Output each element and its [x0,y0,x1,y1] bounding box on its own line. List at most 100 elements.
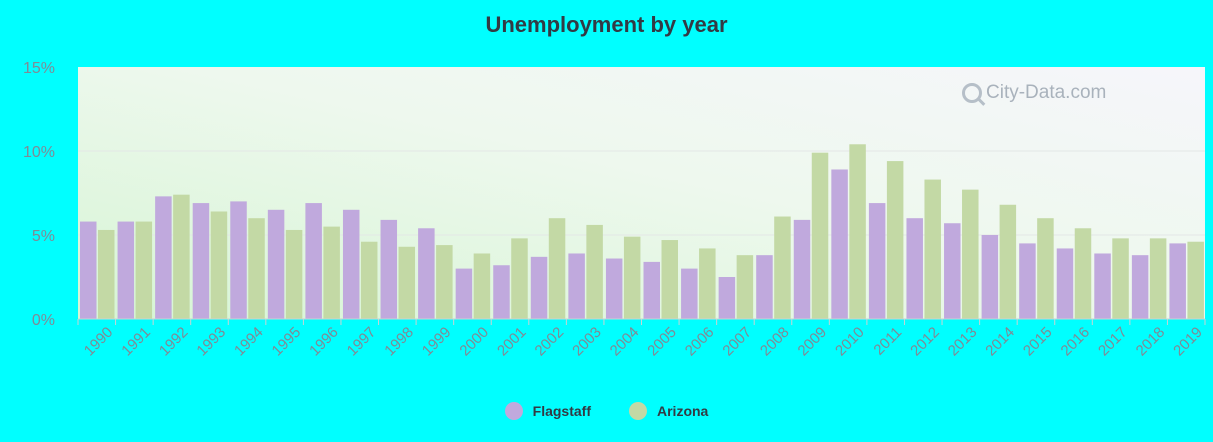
bar-arizona-1997[interactable] [360,241,378,319]
bar-arizona-2010[interactable] [849,144,866,319]
bar-arizona-1995[interactable] [285,229,303,319]
bar-flagstaff-1991[interactable] [117,221,135,319]
bar-arizona-2008[interactable] [774,216,791,319]
bar-arizona-1992[interactable] [173,194,190,319]
bar-flagstaff-1995[interactable] [267,209,285,319]
bar-flagstaff-2019[interactable] [1169,243,1186,319]
bar-arizona-2005[interactable] [661,240,679,319]
bar-arizona-1991[interactable] [135,221,153,319]
legend-label-arizona: Arizona [657,403,709,419]
bar-arizona-2017[interactable] [1112,238,1129,319]
legend-item-arizona[interactable]: Arizona [629,402,708,420]
bar-flagstaff-1997[interactable] [342,209,360,319]
bars [80,144,1204,319]
bar-flagstaff-2006[interactable] [681,268,698,319]
x-tick-label: 2000 [456,324,492,360]
x-tick-label: 1990 [81,324,117,360]
bar-flagstaff-2005[interactable] [643,261,661,319]
bar-arizona-2003[interactable] [586,224,603,319]
watermark: City-Data.com [962,82,1106,104]
bar-arizona-1998[interactable] [398,246,416,319]
bar-flagstaff-1990[interactable] [80,221,97,319]
x-tick-label: 1992 [156,324,192,360]
bar-flagstaff-2013[interactable] [944,223,961,319]
bar-arizona-1993[interactable] [210,211,228,319]
chart-title: Unemployment by year [485,12,728,37]
bar-arizona-2015[interactable] [1037,218,1054,319]
bar-flagstaff-2018[interactable] [1131,255,1149,319]
bar-flagstaff-2003[interactable] [568,253,585,319]
bar-flagstaff-1996[interactable] [305,203,322,319]
bar-flagstaff-2012[interactable] [906,218,923,319]
bar-arizona-2016[interactable] [1074,228,1092,319]
x-tick-label: 1994 [231,324,267,360]
bar-flagstaff-2009[interactable] [793,219,811,319]
bar-flagstaff-1992[interactable] [155,196,172,319]
x-tick-label: 2018 [1133,324,1169,360]
y-tick-label: 0% [32,312,55,329]
bar-flagstaff-2011[interactable] [868,203,886,319]
bar-flagstaff-2007[interactable] [718,277,736,319]
x-tick-label: 2001 [494,324,530,360]
bar-arizona-2000[interactable] [473,253,491,319]
bar-arizona-2001[interactable] [511,238,528,319]
bar-flagstaff-2008[interactable] [756,255,773,319]
bar-arizona-2006[interactable] [699,248,716,319]
bar-arizona-1994[interactable] [248,218,265,319]
x-tick-label: 2011 [870,324,905,359]
bar-arizona-2019[interactable] [1187,241,1204,319]
x-tick-label: 1995 [269,324,305,360]
bar-arizona-2009[interactable] [811,152,829,319]
legend-item-flagstaff[interactable]: Flagstaff [504,402,591,420]
x-tick-label: 2019 [1170,324,1206,360]
x-tick-label: 1991 [118,324,154,360]
x-tick-label: 1998 [381,324,417,360]
legend: Flagstaff Arizona [0,402,1213,420]
bar-flagstaff-2010[interactable] [831,169,848,319]
bar-flagstaff-1998[interactable] [380,219,398,319]
bar-flagstaff-2016[interactable] [1056,248,1074,319]
bar-arizona-2004[interactable] [623,236,641,319]
watermark-text: City-Data.com [986,82,1107,103]
bar-flagstaff-2000[interactable] [455,268,473,319]
bar-flagstaff-2015[interactable] [1019,243,1036,319]
bar-arizona-2012[interactable] [924,179,941,319]
y-tick-label: 10% [23,144,55,161]
legend-swatch-flagstaff [504,402,523,420]
bar-flagstaff-1999[interactable] [418,228,435,319]
bar-flagstaff-2004[interactable] [605,258,623,319]
bar-arizona-2002[interactable] [548,218,566,319]
x-tick-label: 2007 [719,324,755,360]
y-tick-label: 15% [23,60,55,77]
bar-arizona-1990[interactable] [98,229,115,319]
x-tick-label: 2010 [832,324,868,360]
bar-flagstaff-2017[interactable] [1094,253,1111,319]
x-tick-label: 1999 [419,324,455,360]
bar-arizona-2007[interactable] [736,255,754,319]
x-tick-label: 2015 [1020,324,1056,360]
bar-arizona-1996[interactable] [323,226,340,319]
bar-arizona-2018[interactable] [1149,238,1167,319]
bar-flagstaff-1993[interactable] [192,203,210,319]
x-tick-label: 1996 [306,324,342,360]
x-tick-label: 2008 [757,324,793,360]
bar-arizona-2014[interactable] [999,204,1017,319]
x-tick-label: 2016 [1058,324,1094,360]
magnifier-icon [962,83,982,103]
x-tick-label: 2017 [1095,324,1131,360]
plot-area [78,67,1205,319]
bar-flagstaff-2002[interactable] [530,256,548,319]
bar-arizona-2013[interactable] [962,189,979,319]
legend-label-flagstaff: Flagstaff [532,403,591,419]
y-tick-label: 5% [32,228,55,245]
x-tick-label: 2012 [907,324,943,360]
bar-flagstaff-2001[interactable] [493,265,510,319]
bar-flagstaff-1994[interactable] [230,201,247,319]
bar-flagstaff-2014[interactable] [981,235,999,319]
bar-arizona-2011[interactable] [886,161,904,319]
bar-arizona-1999[interactable] [436,245,453,319]
x-tick-label: 2013 [945,324,981,360]
x-tick-label: 2014 [982,324,1018,360]
gridlines [78,150,1205,236]
